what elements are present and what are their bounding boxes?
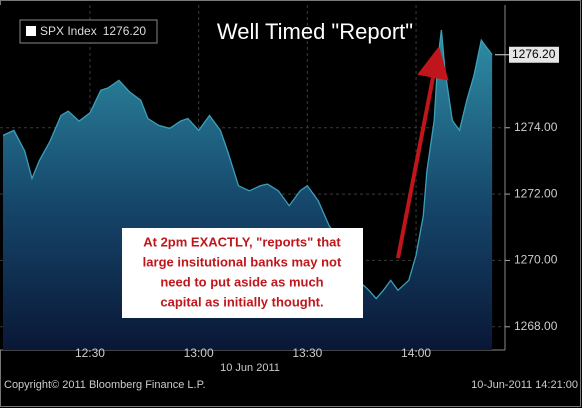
y-tick-label: 1268.00	[514, 319, 558, 333]
chart-title: Well Timed "Report"	[217, 19, 413, 44]
legend-value: 1276.20	[103, 24, 147, 38]
annotation: At 2pm EXACTLY, "reports" that	[143, 234, 341, 249]
date-label: 10 Jun 2011	[220, 362, 280, 374]
footer-right: 10-Jun-2011 14:21:00	[471, 379, 578, 391]
y-tick-label: 1274.00	[514, 120, 558, 134]
y-tick-label: 1270.00	[514, 253, 558, 267]
annotation-box	[122, 228, 363, 318]
legend	[19, 19, 158, 44]
legend-swatch	[26, 26, 36, 36]
annotation: capital as initially thought.	[160, 294, 323, 309]
annotation: large insitutional banks may not	[143, 254, 342, 269]
last-price-label: 1276.20	[512, 47, 556, 61]
footer-left: Copyright© 2011 Bloomberg Finance L.P.	[4, 379, 206, 391]
annotation: need to put aside as much	[160, 274, 323, 289]
legend-entry: SPX Index	[40, 24, 97, 38]
x-tick-label: 14:00	[401, 346, 431, 360]
x-tick-label: 13:00	[184, 346, 214, 360]
x-tick-label: 12:30	[75, 346, 105, 360]
y-tick-label: 1272.00	[514, 186, 558, 200]
last-price-box	[509, 46, 559, 63]
x-tick-label: 13:30	[292, 346, 322, 360]
arrow	[396, 46, 449, 259]
